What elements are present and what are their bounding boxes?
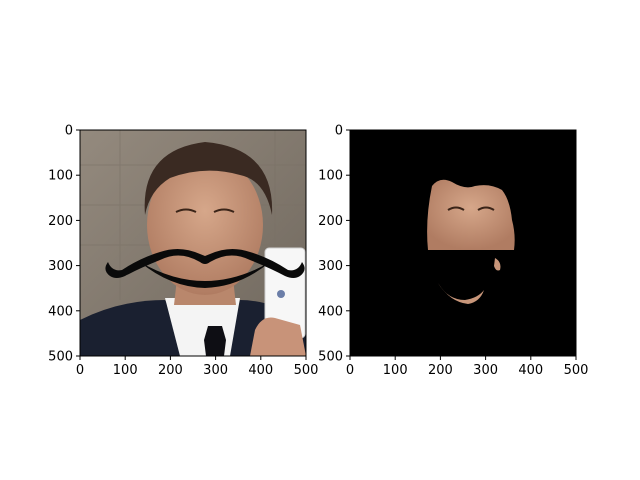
right-mask-panel-x-tick-label: 400 <box>518 363 543 378</box>
left-image-panel-y-tick-label: 100 <box>48 169 73 184</box>
right-mask-panel-x-tick-label: 200 <box>428 363 453 378</box>
left-image-panel-x-tick-label: 300 <box>203 363 228 378</box>
left-eye <box>175 208 197 213</box>
left-axes-frame <box>79 129 307 357</box>
hand <box>250 317 306 356</box>
masked-cheek-fragment <box>494 258 501 271</box>
right-mask-panel-x-tick-label: 500 <box>564 363 589 378</box>
right-axes-frame <box>349 129 577 357</box>
mustache-lower <box>140 262 270 288</box>
right-mask-panel <box>349 129 577 357</box>
right-mask-panel-x-tick-label: 100 <box>383 363 408 378</box>
masked-right-eye <box>477 206 495 211</box>
right-mask-panel-y-tick-label: 200 <box>318 214 343 229</box>
left-image-panel-y-tick-label: 0 <box>65 124 73 139</box>
left-image-panel-y-tick-label: 300 <box>48 259 73 274</box>
left-image-panel-y-tick-label: 500 <box>48 350 73 365</box>
left-image-panel-y-tick-label: 200 <box>48 214 73 229</box>
left-image-panel-x-tick-label: 100 <box>113 363 138 378</box>
masked-left-eye <box>447 206 465 211</box>
tie <box>204 326 226 356</box>
mustache-overlay <box>105 248 305 278</box>
right-mask-panel-y-tick-label: 500 <box>318 350 343 365</box>
masked-chin <box>438 283 484 304</box>
card-emblem <box>277 290 285 298</box>
right-mask-panel-x-tick-label: 300 <box>473 363 498 378</box>
left-image-panel-x-tick-label: 400 <box>248 363 273 378</box>
left-image-panel-y-tick-label: 400 <box>48 304 73 319</box>
hair <box>144 142 273 215</box>
right-photo <box>350 130 576 356</box>
left-image-panel-x-tick-label: 200 <box>158 363 183 378</box>
right-mask-panel-y-tick-label: 0 <box>335 124 343 139</box>
right-mask-panel-x-tick-label: 0 <box>346 363 354 378</box>
left-image-panel-x-tick-label: 500 <box>294 363 319 378</box>
left-image-panel-x-tick-label: 0 <box>76 363 84 378</box>
left-photo <box>80 130 306 356</box>
right-mask-panel-y-tick-label: 300 <box>318 259 343 274</box>
left-image-panel <box>79 129 307 357</box>
face <box>147 155 263 295</box>
right-mask-panel-y-tick-label: 100 <box>318 169 343 184</box>
masked-upper-face <box>427 179 515 250</box>
right-eye <box>213 208 235 213</box>
right-mask-panel-y-tick-label: 400 <box>318 304 343 319</box>
